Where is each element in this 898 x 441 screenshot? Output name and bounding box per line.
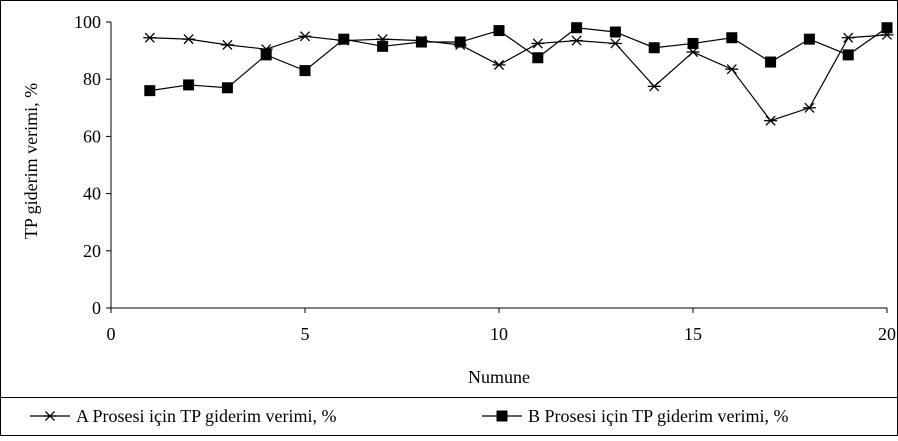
data-point bbox=[143, 32, 157, 43]
data-point bbox=[493, 25, 505, 37]
data-point bbox=[725, 64, 739, 75]
legend-label: B Prosesi için TP giderim verimi, % bbox=[528, 406, 788, 426]
data-point bbox=[608, 38, 622, 49]
series-line bbox=[149, 27, 888, 92]
legend-marker bbox=[43, 410, 57, 422]
axes: 0 20 40 60 80 100 0 5 10 15 20 bbox=[74, 12, 896, 344]
data-point bbox=[144, 85, 156, 97]
data-point bbox=[881, 22, 893, 34]
data-point bbox=[609, 26, 621, 38]
x-tick-label: 10 bbox=[490, 324, 508, 344]
data-point bbox=[570, 35, 584, 46]
data-point bbox=[182, 34, 196, 45]
series-line bbox=[149, 34, 888, 122]
y-tick-label: 20 bbox=[83, 241, 101, 261]
data-point bbox=[764, 115, 778, 126]
data-point bbox=[532, 52, 544, 64]
data-point bbox=[298, 31, 312, 42]
data-point bbox=[338, 33, 350, 45]
data-point bbox=[299, 65, 311, 77]
data-point bbox=[492, 59, 506, 70]
legend-item: B Prosesi için TP giderim verimi, % bbox=[482, 406, 788, 426]
data-point bbox=[183, 79, 195, 91]
data-point bbox=[802, 102, 816, 113]
data-point bbox=[571, 22, 583, 34]
y-axis-title: TP giderim verimi, % bbox=[21, 83, 41, 239]
x-tick-label: 20 bbox=[878, 324, 896, 344]
x-tick-label: 5 bbox=[301, 324, 310, 344]
x-tick-label: 0 bbox=[107, 324, 116, 344]
data-point bbox=[648, 42, 660, 54]
x-tick-label: 15 bbox=[684, 324, 702, 344]
y-tick-label: 40 bbox=[83, 184, 101, 204]
y-tick-label: 0 bbox=[92, 298, 101, 318]
series-b bbox=[144, 22, 893, 97]
data-point bbox=[841, 32, 855, 43]
data-point bbox=[415, 36, 427, 48]
data-point bbox=[803, 33, 815, 45]
y-tick-label: 80 bbox=[83, 69, 101, 89]
legend-label: A Prosesi için TP giderim verimi, % bbox=[76, 406, 336, 426]
legend-marker bbox=[496, 410, 508, 422]
data-point bbox=[842, 49, 854, 61]
data-point bbox=[531, 38, 545, 49]
data-point bbox=[687, 37, 699, 49]
data-point bbox=[686, 46, 700, 58]
plot-area bbox=[143, 22, 894, 126]
data-point bbox=[260, 49, 272, 61]
data-point bbox=[377, 40, 389, 52]
x-axis-title: Numune bbox=[468, 367, 530, 387]
y-tick-label: 100 bbox=[74, 12, 101, 32]
data-point bbox=[221, 82, 233, 94]
data-point bbox=[647, 81, 661, 92]
data-point bbox=[726, 32, 738, 44]
data-point bbox=[454, 36, 466, 48]
data-point bbox=[765, 56, 777, 68]
data-point bbox=[220, 39, 234, 50]
legend: A Prosesi için TP giderim verimi, % B Pro… bbox=[30, 406, 788, 426]
y-tick-label: 60 bbox=[83, 126, 101, 146]
legend-item: A Prosesi için TP giderim verimi, % bbox=[30, 406, 336, 426]
